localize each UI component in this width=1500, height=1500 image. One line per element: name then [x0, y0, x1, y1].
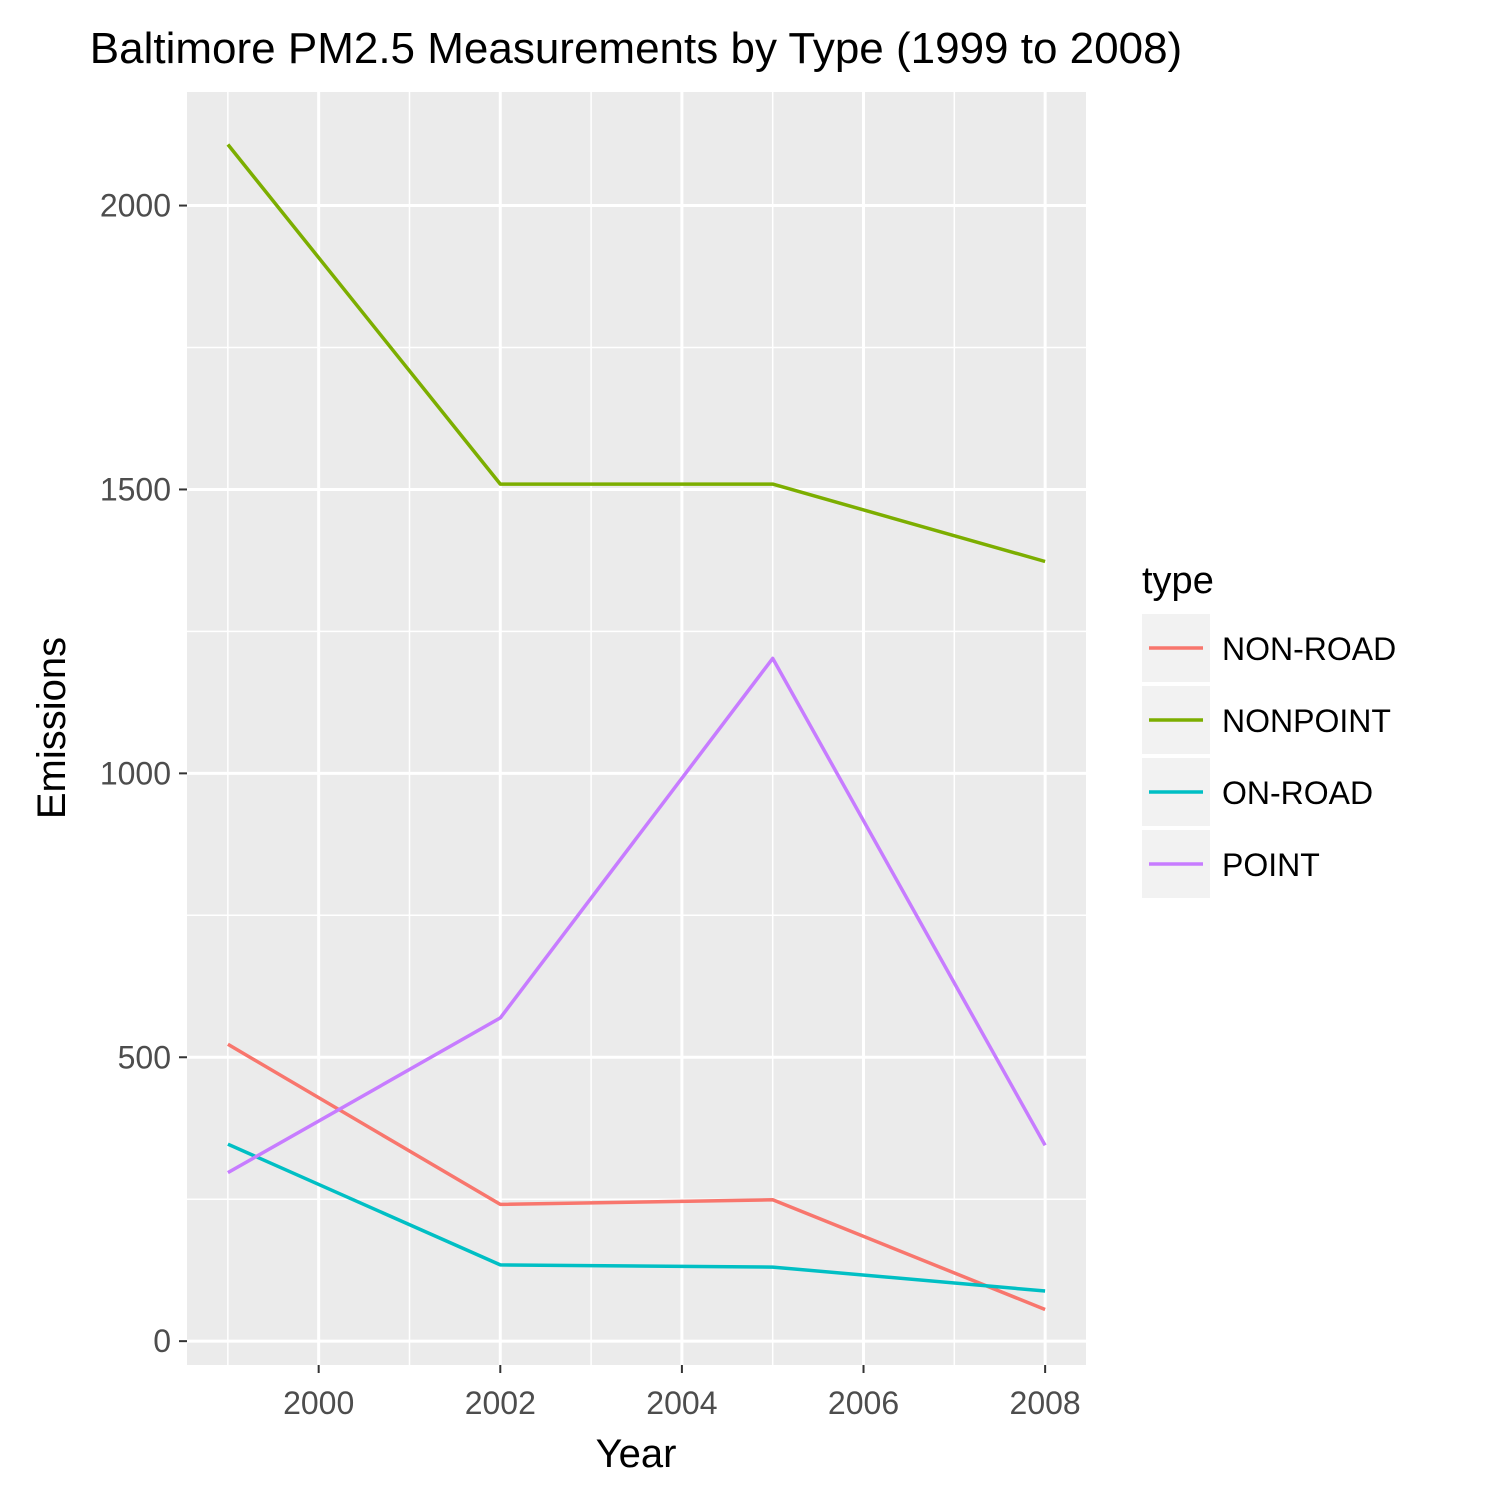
series-line-nonpoint: [226, 143, 1046, 564]
legend-item-non-road: NON-ROAD: [1142, 614, 1396, 682]
legend: type NON-ROAD NONPOINT ON-ROAD POINT: [1142, 560, 1396, 898]
series-line-point: [227, 656, 1047, 1175]
legend-item-nonpoint: NONPOINT: [1142, 686, 1391, 754]
legend-label: NONPOINT: [1222, 703, 1391, 739]
x-tick-label: 2008: [1010, 1385, 1081, 1421]
legend-label: NON-ROAD: [1222, 631, 1396, 667]
series-line-on-road: [227, 1142, 1046, 1293]
y-tick-label: 500: [118, 1039, 171, 1075]
y-tick-label: 1500: [100, 471, 171, 507]
x-axis: 2000 2002 2004 2006 2008: [283, 1365, 1081, 1421]
y-tick-label: 2000: [100, 188, 171, 224]
y-axis: 0 500 1000 1500 2000: [100, 188, 187, 1359]
legend-label: ON-ROAD: [1222, 775, 1373, 811]
legend-title: type: [1142, 560, 1214, 602]
legend-item-on-road: ON-ROAD: [1142, 758, 1373, 826]
y-axis-title: Emissions: [30, 637, 74, 819]
legend-item-point: POINT: [1142, 830, 1320, 898]
series-line-non-road: [227, 1042, 1046, 1312]
y-tick-label: 0: [153, 1323, 171, 1359]
x-tick-label: 2002: [465, 1385, 536, 1421]
major-gridlines: [187, 92, 1086, 1365]
chart-title: Baltimore PM2.5 Measurements by Type (19…: [90, 24, 1182, 73]
x-tick-label: 2004: [646, 1385, 717, 1421]
x-axis-title: Year: [596, 1432, 677, 1476]
legend-label: POINT: [1222, 847, 1320, 883]
y-tick-label: 1000: [100, 755, 171, 791]
x-tick-label: 2000: [283, 1385, 354, 1421]
plot-panel: [187, 92, 1086, 1365]
series-lines: [226, 143, 1047, 1312]
minor-gridlines: [187, 92, 1086, 1365]
x-tick-label: 2006: [828, 1385, 899, 1421]
